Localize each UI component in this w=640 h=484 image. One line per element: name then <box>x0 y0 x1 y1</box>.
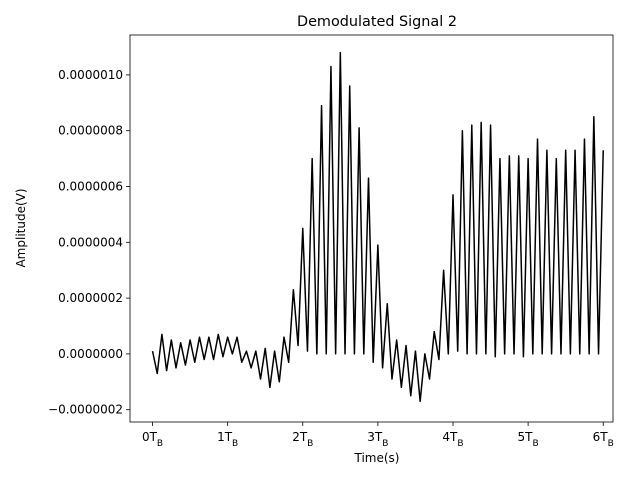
y-tick-label: 0.0000000 <box>58 347 123 361</box>
y-tick-label: −0.0000002 <box>48 403 123 417</box>
plot-frame <box>129 34 614 423</box>
y-tick-label: 0.0000008 <box>58 124 123 138</box>
y-axis-label: Amplitude(V) <box>14 188 28 267</box>
y-tick-label: 0.0000006 <box>58 180 123 194</box>
y-tick-label: 0.0000010 <box>58 68 123 82</box>
chart-title: Demodulated Signal 2 <box>297 14 457 30</box>
y-tick-label: 0.0000002 <box>58 291 123 305</box>
x-axis-label: Time(s) <box>354 451 400 465</box>
y-tick-label: 0.0000004 <box>58 235 123 249</box>
data-line <box>151 51 604 403</box>
